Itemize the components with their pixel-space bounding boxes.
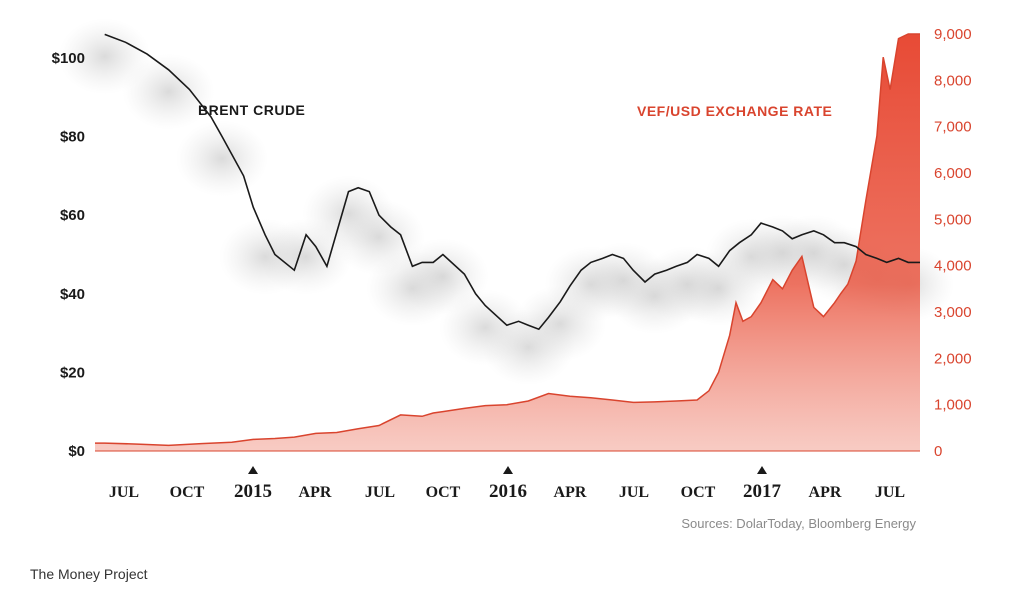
right-tick-label: 9,000 [934,26,972,43]
vef-series-line [95,33,920,447]
year-tick-label: 2016 [489,481,527,502]
year-marker-icon [248,466,258,474]
right-tick-label: 6,000 [934,165,972,182]
month-tick-label: APR [809,484,842,501]
brent-series [104,33,921,331]
brent-series-label: BRENT CRUDE [198,102,305,118]
year-tick-label: 2017 [743,481,782,502]
month-tick-label: JUL [365,484,395,501]
left-tick-label: $60 [60,207,85,224]
vef-series-label: VEF/USD EXCHANGE RATE [637,103,832,119]
left-tick-label: $0 [68,443,85,460]
credit-label: The Money Project [30,566,148,582]
month-tick-label: JUL [875,484,905,501]
right-tick-label: 7,000 [934,119,972,136]
year-marker-icon [503,466,513,474]
month-tick-label: OCT [426,484,461,501]
left-tick-label: $20 [60,364,85,381]
right-axis: 0 1,000 2,000 3,000 4,000 5,000 6,000 7,000 8,00… [934,26,972,460]
left-tick-label: $80 [60,129,85,146]
vef-area [95,33,921,451]
x-axis: JUL OCT 2015 APR JUL OCT 2016 APR JUL OCT 2017 APR J… [109,466,905,502]
source-note: Sources: DolarToday, Bloomberg Energy [681,516,916,531]
right-tick-label: 0 [934,443,942,460]
right-tick-label: 2,000 [934,350,972,367]
brent-series-line [104,33,920,331]
right-tick-label: 3,000 [934,304,972,321]
right-tick-label: 8,000 [934,72,972,89]
vef-area-fill [95,34,920,451]
month-tick-label: APR [299,484,332,501]
year-tick-label: 2015 [234,481,272,502]
right-tick-label: 5,000 [934,211,972,228]
month-tick-label: OCT [681,484,716,501]
month-tick-label: APR [554,484,587,501]
month-tick-label: JUL [619,484,649,501]
right-tick-label: 1,000 [934,397,972,414]
left-tick-label: $40 [60,286,85,303]
year-marker-icon [757,466,767,474]
left-tick-label: $100 [52,50,85,67]
month-tick-label: OCT [170,484,205,501]
left-axis: $0 $20 $40 $60 $80 $100 [52,50,85,460]
month-tick-label: JUL [109,484,139,501]
right-tick-label: 4,000 [934,258,972,275]
